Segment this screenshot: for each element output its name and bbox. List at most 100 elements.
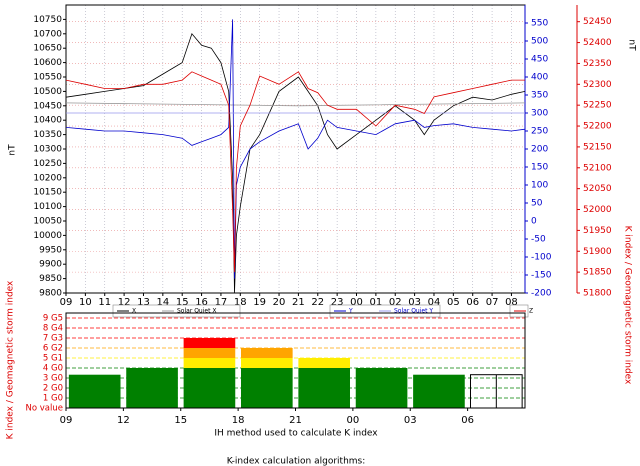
y-tick-label: 10750 xyxy=(33,15,62,25)
y-tick-label: 9 G5 xyxy=(43,314,63,324)
x-tick-label: 02 xyxy=(389,297,402,308)
y3-tick-label: 51850 xyxy=(583,268,612,278)
x-tick-label: 03 xyxy=(408,297,421,308)
bar-segment xyxy=(68,378,121,388)
bar-segment xyxy=(240,368,293,378)
x-tick-label: 15 xyxy=(176,297,189,308)
legend-label: X xyxy=(132,308,136,315)
y2-tick-label: -100 xyxy=(531,253,552,263)
x-tick-label: 15 xyxy=(174,415,187,426)
footer: K-index calculation algorithms: xyxy=(227,457,366,466)
bar-segment xyxy=(413,398,465,408)
x-tick-label: 21 xyxy=(292,297,305,308)
bar-segment xyxy=(240,348,293,358)
y-tick-label: 10000 xyxy=(33,231,62,241)
y2-tick-label: 450 xyxy=(531,55,548,65)
x-tick-label: 08 xyxy=(505,297,518,308)
y2-tick-label: 400 xyxy=(531,73,548,83)
bar-segment xyxy=(413,374,465,378)
y2-tick-label: 250 xyxy=(531,127,548,137)
legend-label: Solar Quiet X xyxy=(177,308,216,315)
x-tick-label: 04 xyxy=(428,297,441,308)
bar-segment xyxy=(355,378,408,388)
bar-segment xyxy=(126,378,178,388)
x-tick-label: 03 xyxy=(404,415,417,426)
bar-segment xyxy=(126,398,178,408)
y3-tick-label: 52400 xyxy=(583,38,612,48)
y3-tick-label: 51950 xyxy=(583,226,612,236)
bar-segment xyxy=(298,358,351,368)
x-tick-label: 05 xyxy=(447,297,460,308)
y-tick-label: No value xyxy=(26,404,63,414)
y3-tick-label: 52350 xyxy=(583,59,612,69)
y-tick-label: 10700 xyxy=(33,29,62,39)
y2-tick-label: -200 xyxy=(531,289,552,299)
y-tick-label: 10300 xyxy=(33,145,62,155)
bar-segment xyxy=(355,398,408,408)
y-tick-label: 1 G0 xyxy=(43,394,63,404)
y2-tick-label: 350 xyxy=(531,91,548,101)
x-tick-label: 09 xyxy=(60,297,73,308)
y3-tick-label: 52300 xyxy=(583,80,612,90)
y2-tick-label: 550 xyxy=(531,19,548,29)
bar-segment xyxy=(413,378,465,388)
x-tick-label: 16 xyxy=(195,297,208,308)
y-tick-label: 7 G3 xyxy=(43,334,63,344)
x-axis-label: IH method used to calculate K index xyxy=(214,429,378,439)
bar-segment xyxy=(240,388,293,398)
series-line xyxy=(65,19,526,279)
x-tick-label: 09 xyxy=(60,415,73,426)
y2-tick-label: 50 xyxy=(531,199,543,209)
x-tick-label: 06 xyxy=(461,415,474,426)
x-tick-label: 18 xyxy=(232,415,245,426)
x-tick-label: 20 xyxy=(273,297,286,308)
x-tick-label: 12 xyxy=(117,415,130,426)
bar-segment xyxy=(298,368,351,378)
y2-tick-label: 0 xyxy=(531,217,537,227)
y3-tick-label: 52000 xyxy=(583,205,612,215)
x-tick-label: 14 xyxy=(156,297,169,308)
k-axis-label-right: K index / Geomagnetic storm index xyxy=(623,226,633,385)
y-tick-label: 10250 xyxy=(33,159,62,169)
y-tick-label: 10450 xyxy=(33,101,62,111)
x-tick-label: 19 xyxy=(253,297,266,308)
bar-segment xyxy=(183,398,236,408)
y2-tick-label: -150 xyxy=(531,271,552,281)
y-tick-label: 3 G0 xyxy=(43,374,63,384)
y-tick-label: 10350 xyxy=(33,130,62,140)
bar-segment xyxy=(240,378,293,388)
y-tick-label: 10500 xyxy=(33,87,62,97)
y3-tick-label: 51800 xyxy=(583,289,612,299)
y-tick-label: 9850 xyxy=(39,274,62,284)
y-tick-label: 10600 xyxy=(33,58,62,68)
y-tick-label: 9800 xyxy=(39,289,62,299)
y3-tick-label: 52200 xyxy=(583,122,612,132)
k-axis-label: K index / Geomagnetic storm index xyxy=(6,280,16,439)
bar-segment xyxy=(68,398,121,408)
series-line xyxy=(65,71,525,273)
x-tick-label: 21 xyxy=(289,415,302,426)
bar-segment xyxy=(413,388,465,398)
bar-segment xyxy=(298,378,351,388)
y-tick-label: 4 G0 xyxy=(43,364,63,374)
y-tick-label: 10150 xyxy=(33,188,62,198)
x-tick-label: 07 xyxy=(486,297,499,308)
x-tick-label: 23 xyxy=(331,297,344,308)
y2-tick-label: -50 xyxy=(531,235,546,245)
x-tick-label: 13 xyxy=(137,297,150,308)
y3-tick-label: 51900 xyxy=(583,247,612,257)
y3-tick-label: 52150 xyxy=(583,142,612,152)
bar-segment xyxy=(183,368,236,378)
y2-tick-label: 100 xyxy=(531,181,548,191)
y-tick-label: 10650 xyxy=(33,44,62,54)
bar-segment xyxy=(183,358,236,368)
y3-tick-label: 52050 xyxy=(583,184,612,194)
x-tick-label: 11 xyxy=(98,297,111,308)
bar-segment xyxy=(355,388,408,398)
y-tick-label: 2 G0 xyxy=(43,384,63,394)
y-axis-label: nT xyxy=(8,144,18,156)
series-line xyxy=(65,102,526,107)
y-tick-label: 6 G2 xyxy=(43,344,63,354)
x-tick-label: 12 xyxy=(118,297,131,308)
